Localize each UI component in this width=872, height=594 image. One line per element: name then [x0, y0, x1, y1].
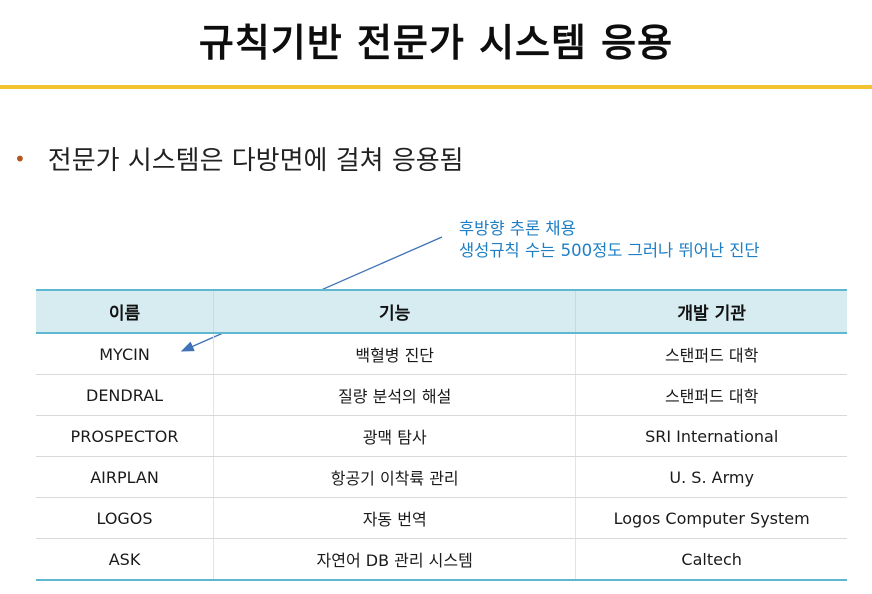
cell-developer: U. S. Army — [575, 456, 847, 498]
cell-name: DENDRAL — [36, 374, 214, 416]
bullet-text: 전문가 시스템은 다방면에 걸쳐 응용됨 — [47, 146, 464, 176]
table-row: DENDRAL 질량 분석의 해설 스탠퍼드 대학 — [36, 374, 847, 416]
table-row: MYCIN 백혈병 진단 스탠퍼드 대학 — [36, 333, 847, 375]
cell-function: 백혈병 진단 — [213, 333, 576, 375]
header-developer: 개발 기관 — [575, 289, 847, 334]
table-header-row: 이름 기능 개발 기관 — [36, 289, 847, 334]
cell-function: 광맥 탐사 — [213, 415, 576, 457]
cell-developer: 스탠퍼드 대학 — [575, 374, 847, 416]
table-row: PROSPECTOR 광맥 탐사 SRI International — [36, 415, 847, 457]
bullet-point: • 전문가 시스템은 다방면에 걸쳐 응용됨 — [14, 140, 464, 177]
cell-developer: SRI International — [575, 415, 847, 457]
bullet-icon: • — [14, 147, 26, 171]
cell-name: ASK — [36, 538, 214, 581]
annotation-line-2: 생성규칙 수는 500정도 그러나 뛰어난 진단 — [459, 241, 760, 260]
header-name: 이름 — [36, 289, 214, 334]
expert-systems-table: 이름 기능 개발 기관 MYCIN 백혈병 진단 스탠퍼드 대학 DENDRAL… — [36, 289, 847, 581]
title-underline — [0, 85, 872, 89]
cell-function: 항공기 이착륙 관리 — [213, 456, 576, 498]
cell-developer: Caltech — [575, 538, 847, 581]
cell-function: 질량 분석의 해설 — [213, 374, 576, 416]
cell-developer: 스탠퍼드 대학 — [575, 333, 847, 375]
table-row: ASK 자연어 DB 관리 시스템 Caltech — [36, 538, 847, 581]
cell-function: 자연어 DB 관리 시스템 — [213, 538, 576, 581]
cell-name: LOGOS — [36, 497, 214, 539]
table-row: LOGOS 자동 번역 Logos Computer System — [36, 497, 847, 539]
slide-title: 규칙기반 전문가 시스템 응용 — [198, 21, 674, 65]
cell-developer: Logos Computer System — [575, 497, 847, 539]
annotation-callout: 후방향 추론 채용 생성규칙 수는 500정도 그러나 뛰어난 진단 — [459, 218, 760, 262]
cell-name: AIRPLAN — [36, 456, 214, 498]
cell-function: 자동 번역 — [213, 497, 576, 539]
cell-name: PROSPECTOR — [36, 415, 214, 457]
header-function: 기능 — [213, 289, 576, 334]
annotation-line-1: 후방향 추론 채용 — [459, 219, 576, 238]
cell-name: MYCIN — [36, 333, 214, 375]
table-row: AIRPLAN 항공기 이착륙 관리 U. S. Army — [36, 456, 847, 498]
